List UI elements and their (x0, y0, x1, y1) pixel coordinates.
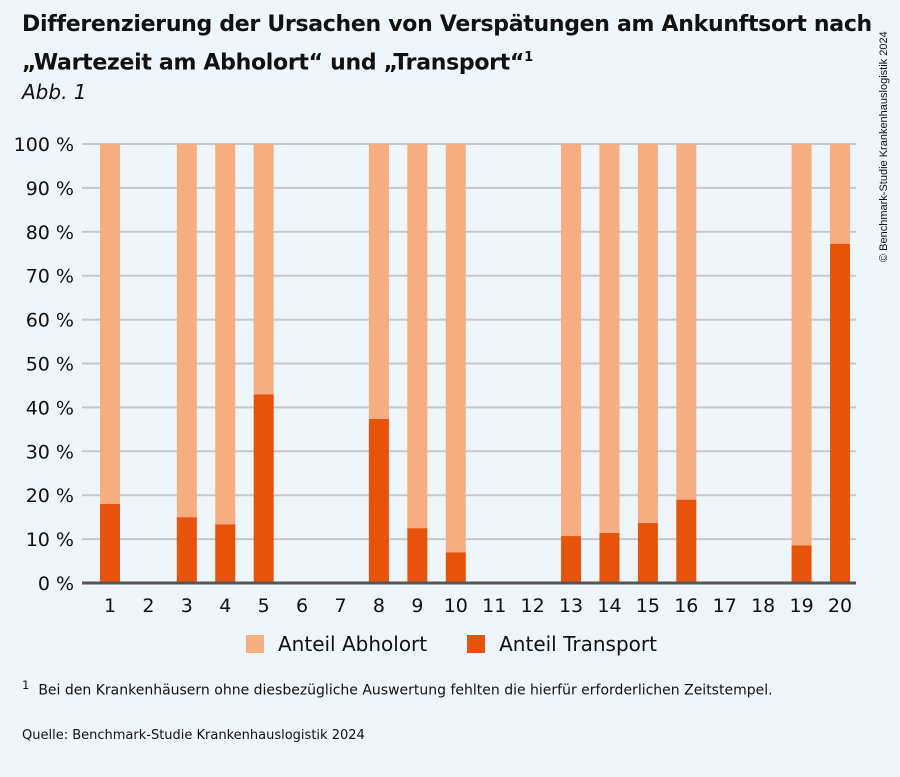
bar-transport (253, 394, 274, 583)
bar-transport (830, 243, 850, 583)
bar-transport (407, 528, 428, 583)
bar-abholort (830, 144, 850, 244)
bar-abholort (445, 144, 466, 553)
legend-item-abholort: Anteil Abholort (246, 632, 427, 656)
title-footnote-mark: 1 (524, 50, 533, 65)
legend-item-transport: Anteil Transport (467, 632, 657, 656)
bar-transport (637, 522, 658, 583)
x-tick-label: 19 (789, 595, 813, 617)
x-tick-label: 5 (258, 595, 270, 617)
y-tick-label: 100 % (14, 134, 74, 156)
x-tick-label: 18 (751, 595, 775, 617)
x-tick-label: 13 (559, 595, 583, 617)
bar-transport (368, 418, 389, 583)
bar-abholort (176, 144, 197, 518)
x-tick-label: 15 (636, 595, 660, 617)
x-tick-label: 20 (828, 595, 852, 617)
x-tick-label: 1 (104, 595, 116, 617)
footnote: 1 Bei den Krankenhäusern ohne diesbezügl… (22, 678, 773, 699)
x-tick-label: 12 (521, 595, 545, 617)
bar-abholort (676, 144, 697, 500)
legend-label: Anteil Transport (499, 632, 657, 656)
bar-transport (215, 524, 236, 583)
x-tick-label: 2 (142, 595, 154, 617)
x-tick-label: 16 (674, 595, 698, 617)
y-tick-label: 80 % (26, 222, 74, 244)
x-tick-label: 9 (411, 595, 423, 617)
y-tick-label: 50 % (26, 354, 74, 376)
y-tick-label: 20 % (26, 485, 74, 507)
chart-title: Differenzierung der Ursachen von Verspät… (22, 8, 872, 79)
y-tick-label: 30 % (26, 441, 74, 463)
bar-transport (445, 552, 466, 583)
x-tick-label: 4 (219, 595, 231, 617)
footnote-text: Bei den Krankenhäusern ohne diesbezüglic… (38, 682, 773, 699)
bar-abholort (407, 144, 428, 529)
bar-abholort (100, 144, 120, 504)
y-tick-label: 0 % (38, 573, 74, 595)
x-tick-label: 7 (334, 595, 346, 617)
bar-transport (561, 536, 582, 583)
legend-swatch-abholort (246, 635, 264, 653)
footnote-mark: 1 (22, 678, 30, 692)
y-tick-label: 70 % (26, 266, 74, 288)
x-tick-label: 11 (482, 595, 506, 617)
source: Quelle: Benchmark-Studie Krankenhauslogi… (22, 728, 365, 743)
bar-abholort (599, 144, 620, 533)
legend-swatch-transport (467, 635, 486, 653)
bar-abholort (637, 144, 658, 523)
legend-label: Anteil Abholort (278, 632, 428, 656)
title-line1: Differenzierung der Ursachen von Verspät… (22, 12, 872, 37)
bar-transport (176, 517, 197, 583)
x-tick-label: 6 (296, 595, 308, 617)
bar-abholort (368, 144, 389, 419)
x-tick-label: 8 (373, 595, 385, 617)
bar-abholort (561, 144, 582, 537)
bar-chart: 0 % 10 % 20 % 30 % 40 % 50 % 60 % 70 % 80 % 90 % 1… (14, 134, 856, 617)
bar-abholort (791, 144, 812, 546)
x-tick-label: 17 (713, 595, 737, 617)
bar-transport (599, 532, 620, 583)
x-tick-label: 10 (444, 595, 468, 617)
y-tick-label: 10 % (26, 529, 74, 551)
bar-transport (791, 545, 812, 583)
y-tick-label: 40 % (26, 397, 74, 419)
x-tick-label: 3 (181, 595, 193, 617)
y-tick-label: 90 % (26, 178, 74, 200)
legend: Anteil Abholort Anteil Transport (246, 632, 657, 656)
x-tick-label: 14 (597, 595, 621, 617)
bar-abholort (215, 144, 236, 525)
figure-label: Abb. 1 (22, 80, 87, 104)
bar-abholort (253, 144, 274, 395)
title-line2: „Wartezeit am Abholort“ und „Transport“ (22, 50, 525, 76)
bar-transport (100, 503, 120, 583)
y-tick-label: 60 % (26, 310, 74, 332)
bar-transport (676, 499, 697, 583)
